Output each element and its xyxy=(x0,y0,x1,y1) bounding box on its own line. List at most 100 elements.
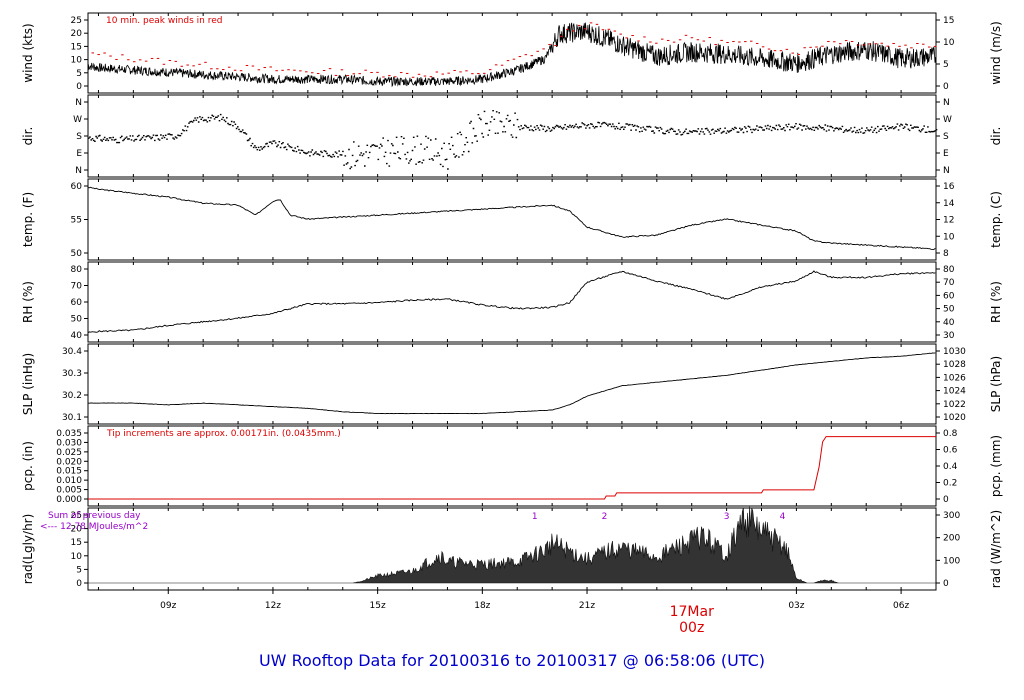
left-tick-label: 5 xyxy=(76,565,82,575)
panel-left-label: wind (kts) xyxy=(21,23,35,82)
left-tick-label: 10 xyxy=(71,552,83,562)
left-tick-label: 0 xyxy=(76,579,82,589)
date-sublabel: 00z xyxy=(679,620,704,636)
right-tick-label: 80 xyxy=(943,265,955,275)
right-tick-label: 1026 xyxy=(943,373,966,383)
wind-note: 10 min. peak winds in red xyxy=(106,16,223,26)
right-tick-label: N xyxy=(943,166,950,176)
panel-right-label: temp. (C) xyxy=(989,191,1003,248)
left-tick-label: N xyxy=(75,98,82,108)
right-tick-label: 1030 xyxy=(943,347,966,357)
right-tick-label: 100 xyxy=(943,556,960,566)
humidity-line xyxy=(87,270,936,334)
left-tick-label: E xyxy=(76,149,82,159)
radiation-marker: 1 xyxy=(532,512,538,522)
right-tick-label: 200 xyxy=(943,534,960,544)
panel-frame-slp xyxy=(87,343,937,425)
radiation-marker: 2 xyxy=(602,512,608,522)
x-tick-label: 15z xyxy=(370,601,386,611)
right-tick-label: 0 xyxy=(943,495,949,505)
chart-panels: wind (kts) wind (m/s)0510152025051015dir.… xyxy=(21,12,1003,591)
right-tick-label: 0.4 xyxy=(943,462,958,472)
panel-left-label: temp. (F) xyxy=(21,192,35,247)
left-tick-label: 0 xyxy=(76,82,82,92)
right-tick-label: 0.6 xyxy=(943,446,958,456)
rad-sum-value: <--- 12.78 MJoules/m^2 xyxy=(40,522,148,532)
right-tick-label: 50 xyxy=(943,305,955,315)
left-tick-label: 25 xyxy=(71,16,82,26)
left-tick-label: 50 xyxy=(71,315,83,325)
right-tick-label: W xyxy=(943,115,952,125)
x-tick-label: 12z xyxy=(265,601,281,611)
right-tick-label: 12 xyxy=(943,216,954,226)
left-tick-label: 25 xyxy=(71,511,82,521)
left-tick-label: N xyxy=(75,166,82,176)
left-tick-label: 0.035 xyxy=(56,429,82,439)
chart-title: UW Rooftop Data for 20100316 to 20100317… xyxy=(259,651,765,670)
right-tick-label: 1028 xyxy=(943,360,966,370)
temperature-line xyxy=(87,186,936,250)
right-tick-label: 30 xyxy=(943,331,955,341)
right-tick-label: S xyxy=(943,132,949,142)
right-tick-label: 1022 xyxy=(943,400,966,410)
right-tick-label: 0 xyxy=(943,82,949,92)
direction-points xyxy=(88,110,938,170)
panel-left-label: SLP (inHg) xyxy=(21,353,35,415)
left-tick-label: 10 xyxy=(71,56,83,66)
left-tick-label: 0.020 xyxy=(56,457,82,467)
left-tick-label: 0.010 xyxy=(56,476,82,486)
precipitation-line xyxy=(88,436,936,500)
left-tick-label: 30.2 xyxy=(62,391,82,401)
x-tick-label: 21z xyxy=(579,601,595,611)
panel-frame-dir xyxy=(87,94,937,178)
right-tick-label: 0.8 xyxy=(943,429,958,439)
radiation-marker: 4 xyxy=(780,512,786,522)
left-tick-label: W xyxy=(73,115,82,125)
left-tick-label: 70 xyxy=(71,282,83,292)
right-tick-label: 40 xyxy=(943,318,955,328)
right-tick-label: 8 xyxy=(943,249,949,259)
right-tick-label: 1020 xyxy=(943,413,966,423)
left-tick-label: 30.4 xyxy=(62,347,82,357)
panel-left-label: RH (%) xyxy=(21,281,35,323)
right-tick-label: 1024 xyxy=(943,387,966,397)
radiation-area xyxy=(88,506,936,584)
left-tick-label: 15 xyxy=(71,538,82,548)
left-tick-label: 0.030 xyxy=(56,438,82,448)
right-tick-label: 5 xyxy=(943,60,949,70)
x-axis: 09z 12z 15z 18z 21z 03z 06z xyxy=(160,590,909,611)
panel-right-label: RH (%) xyxy=(989,281,1003,323)
left-tick-label: 80 xyxy=(71,265,83,275)
right-tick-label: 15 xyxy=(943,16,954,26)
panel-left-label: dir. xyxy=(21,127,35,146)
left-tick-label: 40 xyxy=(71,331,83,341)
left-tick-label: 55 xyxy=(71,216,82,226)
left-tick-label: 0.025 xyxy=(56,448,82,458)
left-tick-label: 30.3 xyxy=(62,369,82,379)
panel-frame-wind xyxy=(87,12,937,94)
panel-left-label: rad(Lgly/hr) xyxy=(21,514,35,585)
left-tick-label: 0.000 xyxy=(56,495,82,505)
date-label: 17Mar xyxy=(670,604,714,620)
left-tick-label: 5 xyxy=(76,69,82,79)
right-tick-label: 16 xyxy=(943,182,955,192)
left-tick-label: 60 xyxy=(71,182,83,192)
pcp-note: Tip increments are approx. 0.00171in. (0… xyxy=(106,429,341,439)
right-tick-label: N xyxy=(943,98,950,108)
wind-series-line xyxy=(87,22,936,88)
left-tick-label: 30.1 xyxy=(62,413,82,423)
right-tick-label: 60 xyxy=(943,291,955,301)
left-tick-label: 50 xyxy=(71,249,83,259)
left-tick-label: S xyxy=(76,132,82,142)
panel-frame-rad xyxy=(87,507,937,591)
left-tick-label: 0.005 xyxy=(56,486,82,496)
panel-right-label: rad (W/m^2) xyxy=(989,510,1003,588)
panel-right-label: wind (m/s) xyxy=(989,21,1003,85)
x-tick-label: 09z xyxy=(160,601,176,611)
x-tick-label: 06z xyxy=(893,601,909,611)
right-tick-label: 10 xyxy=(943,232,955,242)
rad-sum-note: Sum of previous day xyxy=(48,511,141,521)
right-tick-label: 0.2 xyxy=(943,479,957,489)
left-tick-label: 15 xyxy=(71,42,82,52)
pressure-line xyxy=(87,352,936,415)
